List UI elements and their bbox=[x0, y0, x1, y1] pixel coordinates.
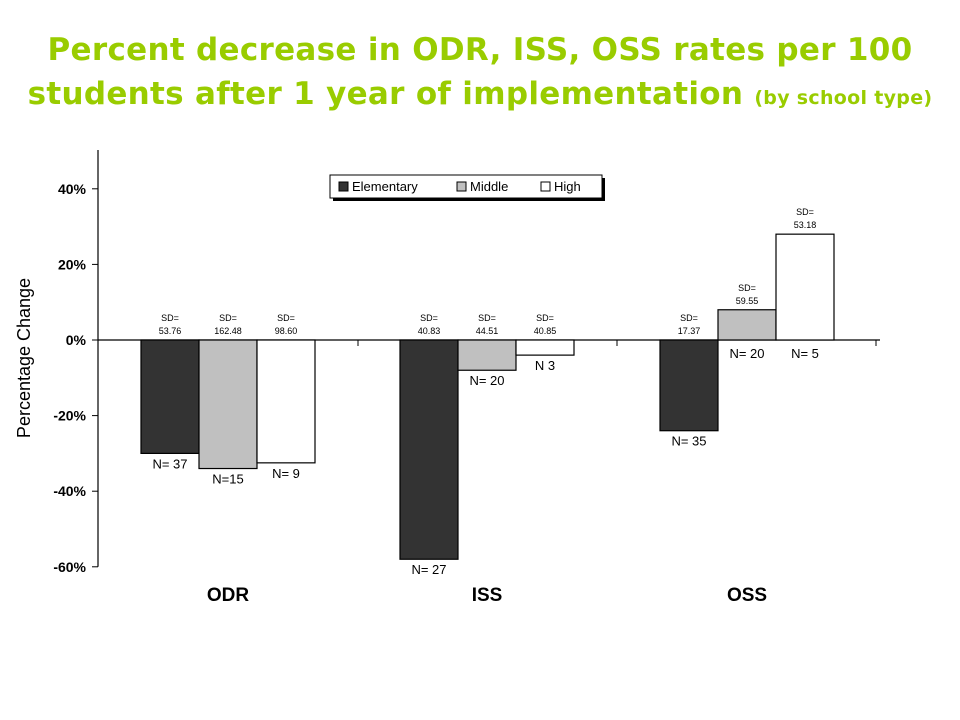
sd-label: SD= bbox=[478, 313, 496, 323]
y-axis-label: Percentage Change bbox=[14, 278, 34, 438]
title-line-1: Percent decrease in ODR, ISS, OSS rates … bbox=[47, 32, 913, 68]
sd-label: SD= bbox=[738, 283, 756, 293]
n-label: N= 27 bbox=[411, 562, 446, 577]
sd-value-label: 98.60 bbox=[275, 326, 298, 336]
sd-value-label: 59.55 bbox=[736, 296, 759, 306]
bar-high-iss bbox=[515, 339, 575, 356]
sd-value-label: 53.76 bbox=[159, 326, 182, 336]
n-label: N= 37 bbox=[152, 456, 187, 471]
title-line-2-sub: (by school type) bbox=[754, 87, 933, 109]
bar-middle-odr bbox=[198, 339, 258, 470]
x-category-label: ISS bbox=[472, 585, 503, 606]
legend-label-high: High bbox=[554, 179, 581, 194]
sd-label: SD= bbox=[420, 313, 438, 323]
sd-label: SD= bbox=[536, 313, 554, 323]
sd-value-label: 40.83 bbox=[418, 326, 441, 336]
sd-label: SD= bbox=[219, 313, 237, 323]
n-label: N= 20 bbox=[469, 373, 504, 388]
n-label: N= 35 bbox=[671, 434, 706, 449]
bar-middle-oss bbox=[717, 309, 777, 341]
bar-middle-iss bbox=[457, 339, 517, 371]
y-tick-label: -40% bbox=[53, 483, 86, 499]
sd-value-label: 162.48 bbox=[214, 326, 242, 336]
sd-label: SD= bbox=[680, 313, 698, 323]
y-tick-label: 40% bbox=[58, 181, 87, 197]
legend-swatch-elementary bbox=[338, 181, 349, 192]
sd-label: SD= bbox=[161, 313, 179, 323]
bar-elementary-oss bbox=[659, 339, 719, 432]
legend-label-middle: Middle bbox=[470, 179, 508, 194]
bar-high-odr bbox=[256, 339, 316, 464]
title-line-2-main: students after 1 year of implementation bbox=[27, 76, 744, 112]
x-category-label: ODR bbox=[207, 585, 250, 606]
legend-label-elementary: Elementary bbox=[352, 179, 418, 194]
sd-value-label: 53.18 bbox=[794, 220, 817, 230]
sd-value-label: 17.37 bbox=[678, 326, 701, 336]
bar-elementary-iss bbox=[399, 339, 459, 560]
sd-label: SD= bbox=[277, 313, 295, 323]
n-label: N= 20 bbox=[729, 346, 764, 361]
n-label: N=15 bbox=[212, 472, 243, 487]
y-tick-label: -20% bbox=[53, 408, 86, 424]
sd-value-label: 44.51 bbox=[476, 326, 499, 336]
legend-swatch-middle bbox=[456, 181, 467, 192]
y-tick-label: 0% bbox=[66, 332, 87, 348]
legend-swatch-high bbox=[540, 181, 551, 192]
n-label: N= 5 bbox=[791, 346, 819, 361]
bar-high-oss bbox=[775, 233, 835, 341]
n-label: N 3 bbox=[535, 358, 555, 373]
title-line-2: students after 1 year of implementation … bbox=[0, 72, 960, 120]
y-tick-label: 20% bbox=[58, 256, 87, 272]
bar-elementary-odr bbox=[140, 339, 200, 455]
chart-title: Percent decrease in ODR, ISS, OSS rates … bbox=[0, 28, 960, 120]
n-label: N= 9 bbox=[272, 466, 300, 481]
sd-label: SD= bbox=[796, 207, 814, 217]
x-category-label: OSS bbox=[727, 585, 767, 606]
sd-value-label: 40.85 bbox=[534, 326, 557, 336]
y-tick-label: -60% bbox=[53, 559, 86, 575]
